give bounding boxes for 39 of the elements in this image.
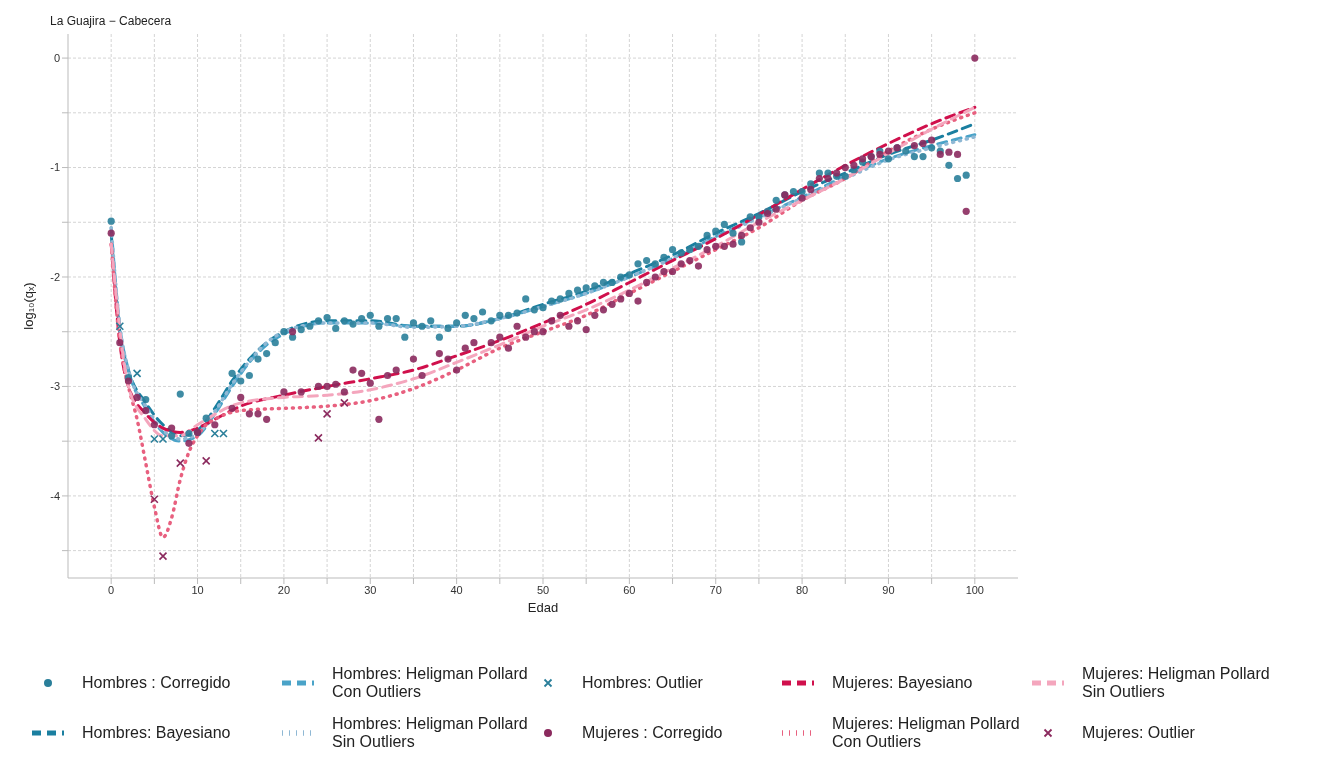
x-tick-label: 70 (709, 583, 722, 596)
point (175, 458, 185, 468)
y-tick-label: -4 (50, 489, 60, 502)
legend-label: Hombres: Heligman Pollard Sin Outliers (332, 715, 528, 751)
point (314, 433, 323, 443)
legend-label: Mujeres: Outlier (1082, 724, 1195, 742)
point (150, 494, 159, 504)
legend-label: Mujeres: Bayesiano (832, 674, 973, 692)
line-series (109, 111, 977, 540)
y-tick-label: -3 (50, 380, 60, 393)
legend-label: Mujeres: Heligman Pollard Sin Outliers (1082, 665, 1270, 701)
point (322, 409, 332, 419)
x-tick-label: 40 (450, 583, 463, 596)
x-tick-label: 90 (882, 583, 895, 596)
legend-label: Hombres: Bayesiano (82, 724, 231, 742)
x-tick-label: 50 (536, 583, 550, 596)
legend-label: Mujeres: Heligman Pollard Con Outliers (832, 715, 1020, 751)
point (201, 456, 211, 466)
x-tick-label: 100 (965, 583, 984, 596)
legend-label: Hombres : Corregido (82, 674, 231, 692)
x-tick-label: 60 (623, 583, 636, 596)
chart-title: La Guajira − Cabecera (50, 14, 172, 28)
y-tick-label: -2 (50, 270, 60, 283)
point (158, 551, 168, 561)
legend-label: Hombres: Heligman Pollard Con Outliers (332, 665, 528, 701)
x-tick-label: 20 (277, 583, 291, 596)
x-axis-title: Edad (527, 600, 559, 615)
x-tick-label: 10 (191, 583, 204, 596)
y-axis-title: log₁₀(qₓ) (20, 282, 36, 330)
x-tick-label: 30 (364, 583, 377, 596)
point (115, 321, 125, 331)
legend-label: Hombres: Outlier (582, 674, 703, 692)
y-tick-label: 0 (53, 51, 60, 64)
x-tick-label: 0 (108, 583, 115, 596)
legend-label: Mujeres : Corregido (582, 724, 723, 742)
point (132, 369, 142, 378)
x-tick-label: 80 (795, 583, 809, 596)
point (340, 398, 349, 408)
y-tick-label: -1 (50, 161, 60, 174)
